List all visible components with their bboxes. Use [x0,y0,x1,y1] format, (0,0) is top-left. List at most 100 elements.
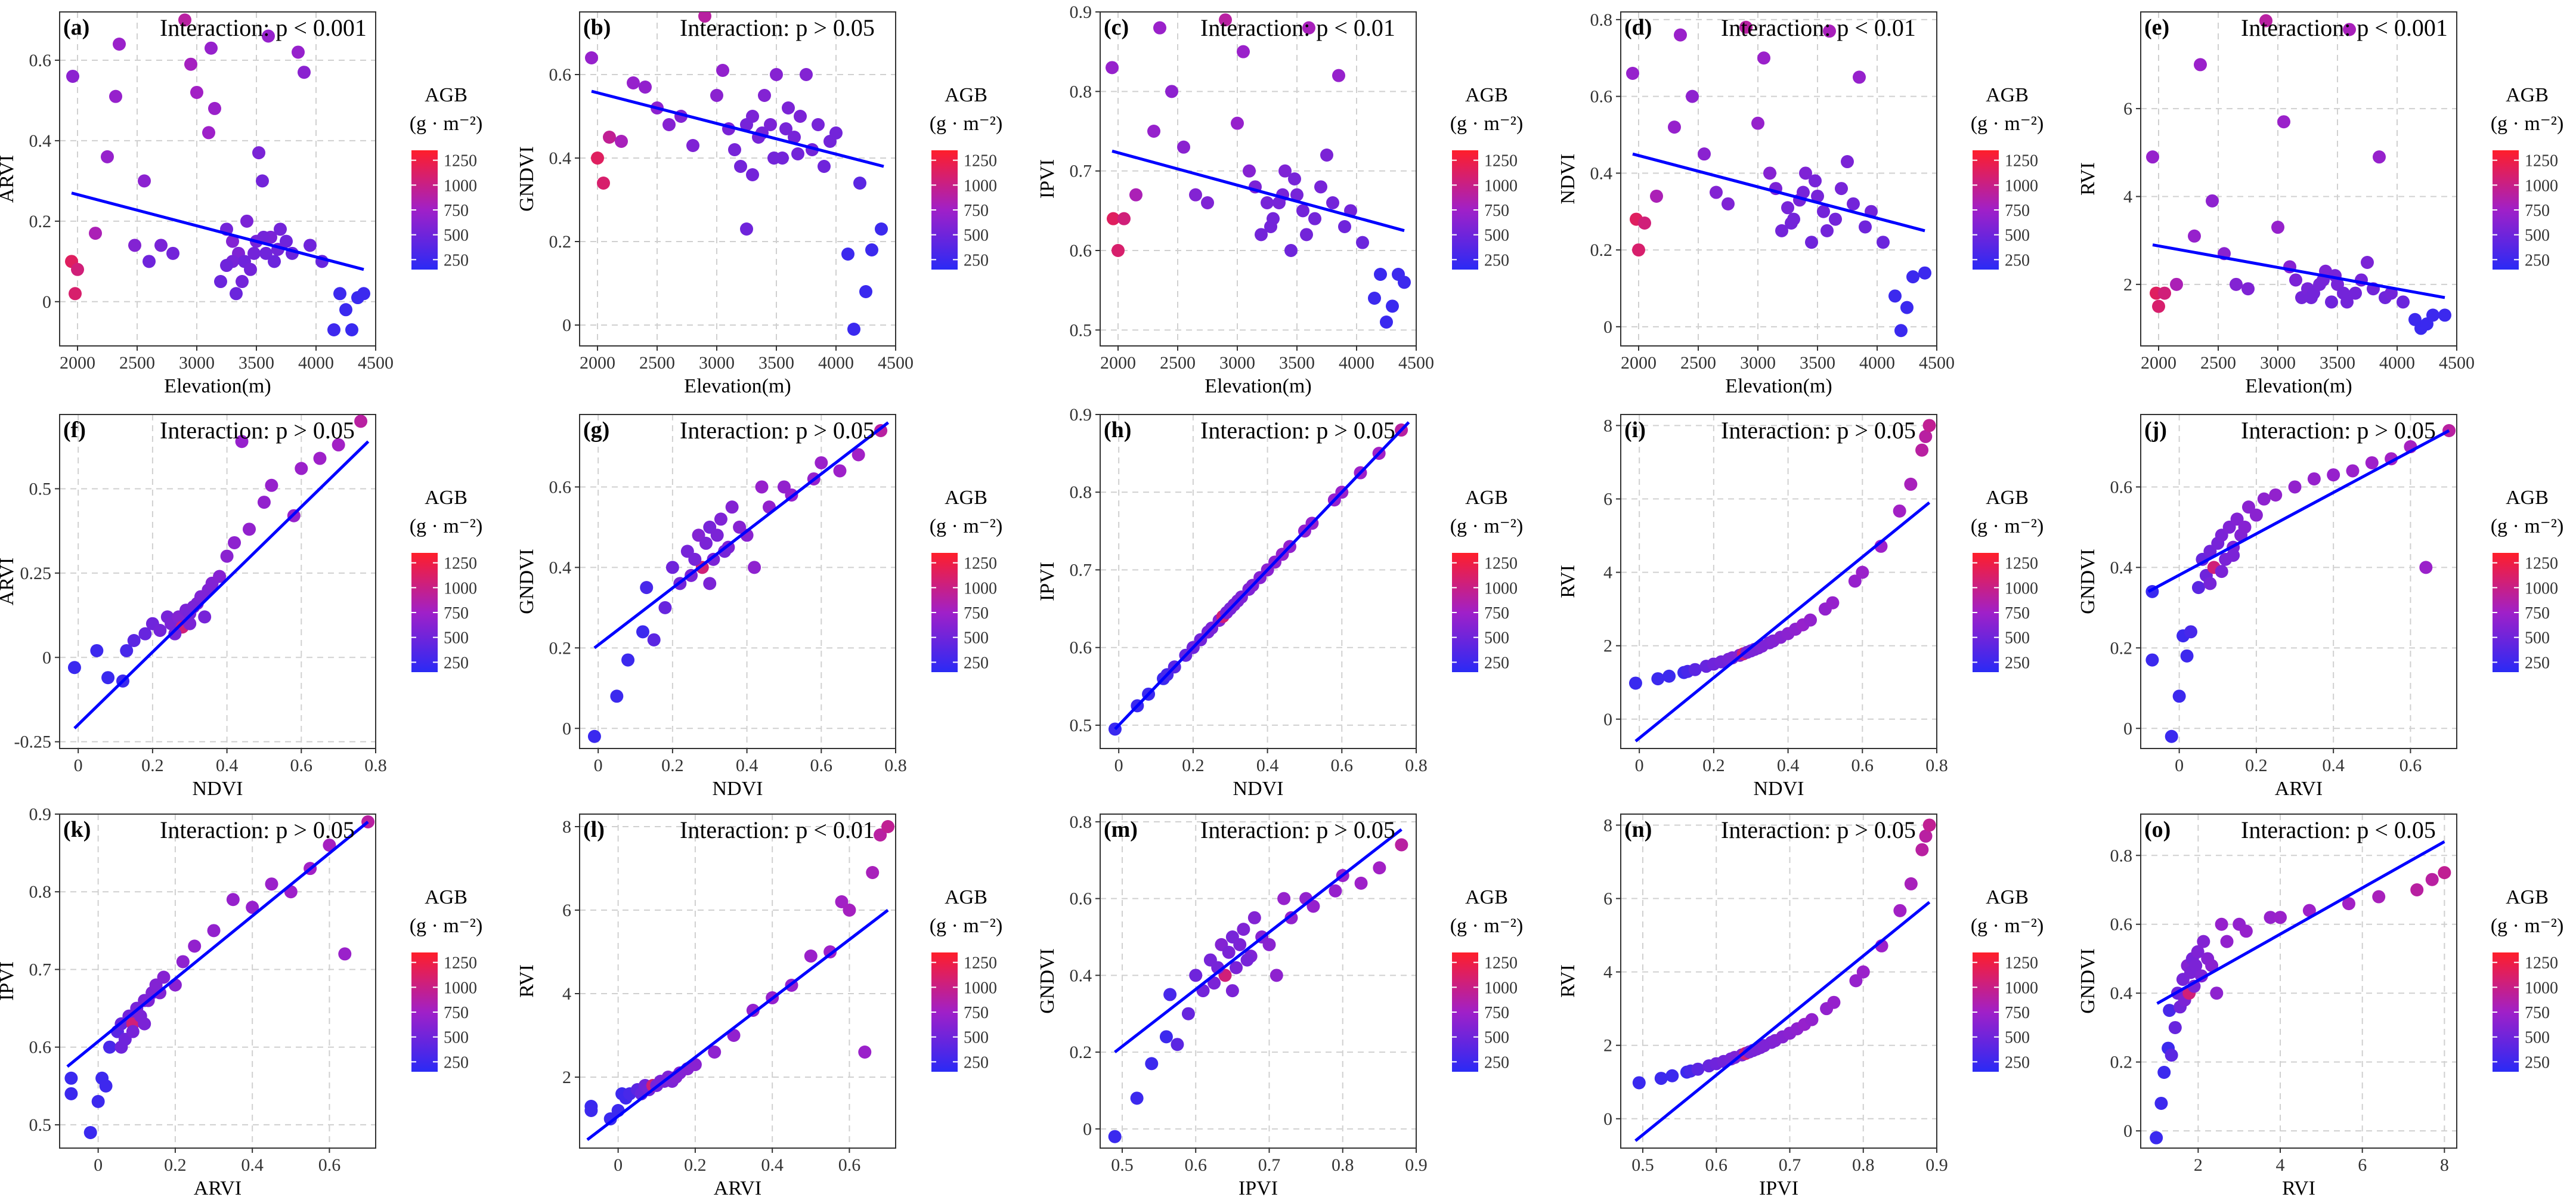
x-tick-label: 3500 [1800,353,1835,373]
data-point [698,12,711,23]
x-tick-label: 0.2 [1702,756,1725,775]
y-tick-label: 6 [2123,99,2132,119]
legend-title: AGB [425,84,467,106]
x-tick-label: 2000 [2141,353,2176,373]
data-point [2289,273,2302,287]
y-tick-label: 8 [1603,815,1612,835]
data-point [256,174,269,188]
legend-unit: (g · m⁻²) [1450,515,1524,537]
x-axis-title: NDVI [713,778,763,800]
data-point [2150,1131,2163,1145]
colorbar-tick-label: 750 [964,604,989,623]
data-point [2170,277,2183,291]
data-point [154,239,168,252]
y-tick-label: 6 [562,901,571,920]
data-point [2325,295,2338,309]
colorbar-tick-label: 500 [964,227,989,245]
points-d [1626,20,1931,338]
x-tick-label: 0 [614,1155,623,1175]
data-point [1284,911,1298,924]
data-point [280,234,293,248]
colorbar-tick-label: 1250 [2525,954,2558,973]
data-point [83,1125,97,1139]
data-point [323,839,336,852]
x-tick-label: 2500 [119,353,155,373]
x-tick-label: 0.6 [1852,756,1874,775]
data-point [1145,1057,1159,1071]
interaction-annotation: Interaction: p < 0.001 [2241,14,2448,41]
legend-title: AGB [945,886,987,908]
data-point [1106,61,1119,75]
colorbar-tick-label: 1250 [2525,555,2558,573]
data-point [1306,899,1320,913]
regression-line [1632,152,1925,233]
data-point [2288,480,2302,494]
data-point [1231,116,1244,130]
colorbar-tick-label: 250 [444,251,469,270]
legend-unit: (g · m⁻²) [1450,113,1524,135]
x-tick-label: 0.4 [2322,756,2345,775]
data-point [1159,1030,1173,1044]
data-point [67,661,81,675]
data-point [2271,221,2284,234]
data-point [718,545,732,558]
colorbar-tick-label: 500 [2005,1029,2030,1047]
colorbar-tick-label: 500 [2525,629,2550,648]
interaction-annotation: Interaction: p > 0.05 [1721,816,1916,843]
x-tick-label: 4 [2276,1155,2285,1175]
y-tick-label: 0.4 [2110,983,2133,1003]
data-point [699,536,713,550]
data-point [235,435,249,449]
y-tick-label: 0.4 [1070,966,1092,985]
colorbar-tick-label: 1000 [444,979,477,997]
legend-title: AGB [1986,886,2029,908]
data-point [64,1071,78,1085]
y-tick-label: 2 [1603,636,1612,656]
y-tick-label: 0.4 [1590,163,1613,183]
data-point [875,222,888,236]
x-tick-label: 0.2 [164,1155,187,1175]
x-tick-label: 3000 [1740,353,1776,373]
colorbar-tick-label: 250 [444,654,469,672]
agb-legend: AGB (g · m⁻²) 250 500 750 1000 1250 [1450,886,1524,1072]
x-tick-label: 0.4 [1256,756,1279,775]
data-point [1805,236,1818,249]
y-tick-label: 0 [562,719,571,738]
colorbar-tick-label: 1250 [1484,954,1518,973]
x-tick-label: 0.2 [1182,756,1205,775]
interaction-annotation: Interaction: p > 0.05 [1200,816,1395,843]
colorbar-tick-label: 750 [1484,604,1509,623]
data-point [1374,268,1387,281]
x-tick-label: 0 [1114,756,1123,775]
colorbar-tick-label: 1250 [2005,152,2038,171]
data-point [1751,116,1764,130]
x-axis-title: NDVI [1233,778,1284,800]
y-axis-title: IPVI [1036,562,1058,601]
data-point [1829,212,1842,226]
panel-label: (c) [1104,15,1129,40]
data-point [262,29,275,43]
panel-a: 2000 2500 3000 3500 4000 4500 0 0.2 0.4 0.6 Elevat… [0,11,482,397]
y-tick-label: 0.4 [2110,558,2133,577]
data-point [66,69,79,83]
data-point [647,633,661,647]
x-tick-label: 3000 [1219,353,1255,373]
data-point [1799,166,1812,180]
interaction-annotation: Interaction: p > 0.05 [1721,417,1916,444]
x-axis-title: RVI [2282,1177,2315,1197]
colorbar-tick-label: 500 [2525,1029,2550,1047]
colorbar-tick-label: 250 [1484,654,1509,672]
data-point [707,552,720,566]
y-tick-label: 4 [2123,187,2132,206]
legend-unit: (g · m⁻²) [2491,915,2564,937]
data-point [1163,988,1177,1001]
data-point [240,214,253,228]
data-point [2238,520,2252,534]
data-point [1904,877,1918,890]
data-point [1111,244,1125,257]
x-tick-label: 4500 [1398,353,1434,373]
x-axis-title: IPVI [1759,1177,1798,1197]
regression-line [1114,828,1402,1054]
legend-title: AGB [1465,886,1508,908]
regression-line [1634,501,1931,743]
